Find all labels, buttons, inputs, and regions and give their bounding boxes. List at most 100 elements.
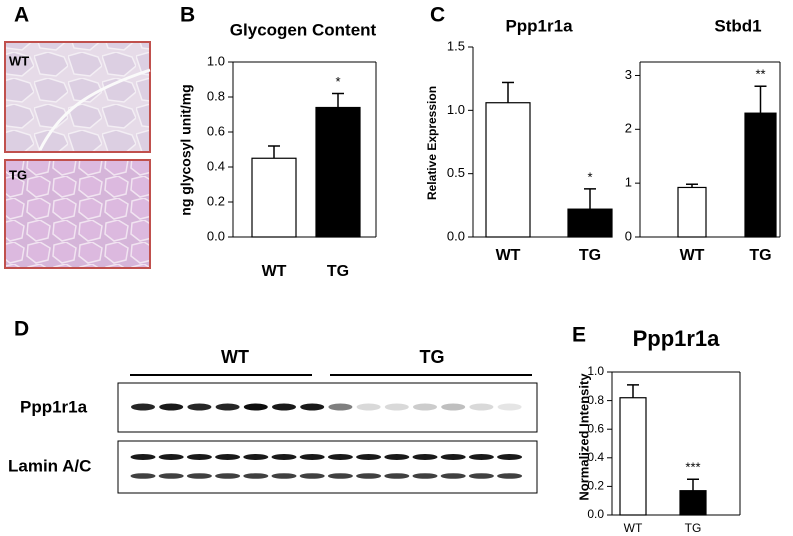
blot-band (130, 473, 156, 479)
y-tick-label: 0.6 (207, 123, 225, 138)
blot-band (299, 473, 325, 479)
bar (744, 112, 777, 238)
significance: ** (755, 67, 765, 82)
y-tick-label: 2 (625, 121, 632, 136)
blot-band (243, 454, 269, 460)
y-tick-label: 0.0 (587, 507, 604, 521)
y-tick-label: 0.2 (207, 193, 225, 208)
blot-band (158, 454, 184, 460)
blot-band (299, 454, 325, 460)
blot-band (215, 473, 241, 479)
bar (485, 102, 531, 238)
y-tick-label: 0.4 (587, 450, 604, 464)
x-tick-label: TG (685, 521, 702, 535)
x-tick-label: WT (680, 247, 705, 264)
blot-band (468, 454, 494, 460)
blot-band (413, 403, 437, 411)
y-axis-label: ng glycosyl unit/mg (178, 84, 194, 215)
blot-band (441, 403, 466, 411)
y-tick-label: 1.5 (447, 38, 465, 53)
panel-letter: C (430, 4, 445, 27)
blot-band (271, 473, 297, 479)
panel-d (117, 374, 538, 494)
chart-title: Ppp1r1a (633, 326, 721, 351)
blot-band (384, 473, 410, 479)
bar (567, 208, 613, 238)
chart-title: Glycogen Content (230, 20, 377, 39)
blot-band (412, 473, 438, 479)
tissue-fold (38, 68, 151, 151)
blot-band (440, 473, 466, 479)
blot-band (327, 454, 353, 460)
x-tick-label: TG (327, 263, 349, 280)
blot-band (300, 403, 325, 411)
blot-band (131, 403, 155, 411)
blot-band (327, 473, 353, 479)
blot-band (412, 454, 438, 460)
bar (677, 186, 707, 238)
y-tick-label: 3 (625, 67, 632, 82)
y-tick-label: 0.8 (207, 88, 225, 103)
blot-band (356, 473, 382, 479)
blot-band (130, 454, 156, 460)
blot-band (497, 454, 523, 460)
blot-band (215, 403, 240, 411)
panel-letter: E (572, 324, 586, 347)
x-tick-label: WT (496, 247, 521, 264)
blot-band (215, 454, 241, 460)
histology-label: TG (9, 167, 27, 182)
x-tick-label: WT (624, 521, 643, 535)
panel-letter: B (180, 4, 195, 27)
blot-band (497, 473, 523, 479)
blot-band (356, 403, 381, 411)
panel-letter: D (14, 318, 29, 341)
y-tick-label: 1.0 (207, 53, 225, 68)
blot-band (158, 473, 184, 479)
blot-band (243, 403, 268, 411)
blot-band (356, 454, 382, 460)
significance: *** (685, 460, 700, 475)
panel-a (4, 41, 151, 269)
y-tick-label: 0.2 (587, 479, 604, 493)
blot-band (384, 403, 409, 411)
chart-title: Ppp1r1a (505, 16, 573, 35)
bar (315, 106, 361, 238)
significance: * (587, 169, 592, 184)
histology-tg (4, 159, 151, 269)
y-tick-label: 1.0 (447, 102, 465, 117)
y-tick-label: 0.4 (207, 158, 225, 173)
blot-band (186, 454, 212, 460)
bar (619, 397, 647, 516)
blot-band (186, 473, 212, 479)
blot-bands (130, 403, 523, 479)
blot-band (469, 403, 494, 411)
blot-band (159, 403, 184, 411)
y-tick-label: 0.8 (587, 393, 604, 407)
blot-group-label: WT (221, 347, 249, 367)
blot-band (497, 403, 522, 411)
blot-band (243, 473, 269, 479)
blot-band (468, 473, 494, 479)
blot-group-label: TG (420, 347, 445, 367)
y-tick-label: 0.0 (207, 228, 225, 243)
y-tick-label: 0.6 (587, 421, 604, 435)
blot-box (117, 440, 538, 494)
y-tick-label: 1 (625, 175, 632, 190)
y-tick-label: 0 (625, 228, 632, 243)
y-tick-label: 1.0 (587, 364, 604, 378)
histology-wt (4, 41, 151, 153)
blot-row-label: Ppp1r1a (20, 397, 88, 416)
blot-band (272, 403, 296, 411)
x-tick-label: WT (262, 263, 287, 280)
significance: * (335, 74, 340, 89)
panel-letter: A (14, 4, 29, 27)
x-tick-label: TG (579, 247, 601, 264)
y-tick-label: 0.0 (447, 228, 465, 243)
y-axis-label: Normalized Intensity (576, 373, 591, 501)
x-tick-label: TG (749, 247, 771, 264)
histology-label: WT (9, 53, 29, 68)
y-axis-label: Relative Expression (425, 86, 439, 200)
blot-band (187, 403, 212, 411)
y-tick-label: 0.5 (447, 165, 465, 180)
